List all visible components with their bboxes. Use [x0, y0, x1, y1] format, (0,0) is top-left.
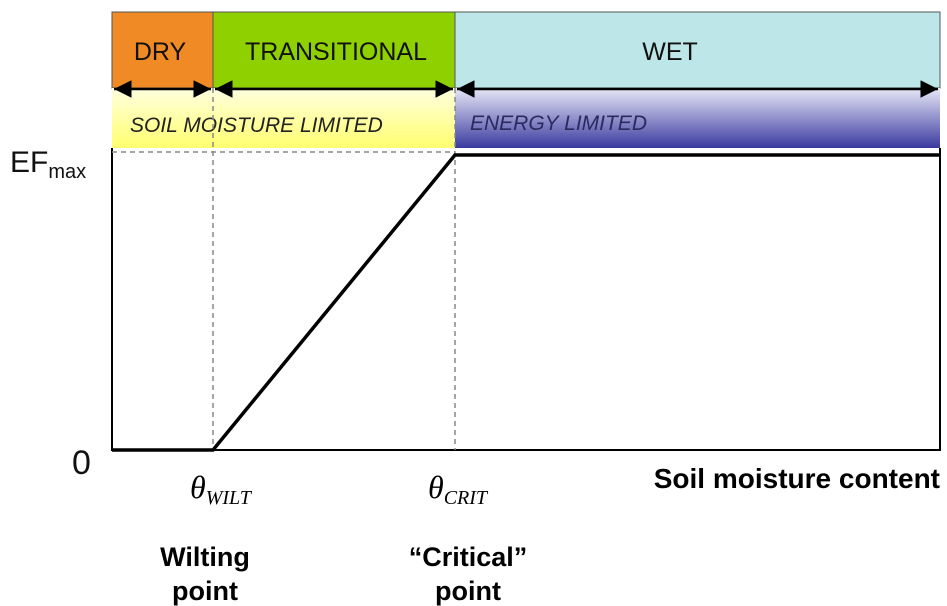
energy-limited-band — [455, 88, 940, 148]
point-name: “Critical” — [409, 542, 528, 572]
limit-label: SOIL MOISTURE LIMITED — [130, 114, 383, 137]
theta-sub: WILT — [206, 487, 253, 509]
theta-crit: θCRIT — [428, 469, 489, 509]
limit-label: ENERGY LIMITED — [470, 112, 647, 135]
soil-limited-band — [112, 88, 455, 148]
region-label: DRY — [134, 38, 187, 66]
ef-max-label: EFmax — [10, 146, 86, 183]
x-axis-title: Soil moisture content — [654, 463, 940, 494]
point-name: point — [172, 576, 238, 606]
ef-sub: max — [48, 161, 86, 183]
dry-box — [111, 11, 214, 89]
plot-frame — [111, 148, 941, 451]
region-label: WET — [642, 38, 698, 66]
theta-symbol: θ — [190, 469, 206, 505]
zero-label: 0 — [72, 444, 91, 482]
theta-sub: CRIT — [444, 487, 489, 509]
ef-main: EF — [10, 146, 48, 179]
region-label: TRANSITIONAL — [245, 38, 427, 66]
wet-box — [454, 11, 941, 89]
theta-symbol: θ — [428, 469, 444, 505]
theta-wilt: θWILT — [190, 469, 253, 509]
point-name: Wilting — [160, 542, 250, 572]
transitional-box — [212, 11, 456, 89]
ef-curve — [112, 153, 940, 452]
point-name: point — [435, 576, 501, 606]
guides — [112, 88, 456, 450]
